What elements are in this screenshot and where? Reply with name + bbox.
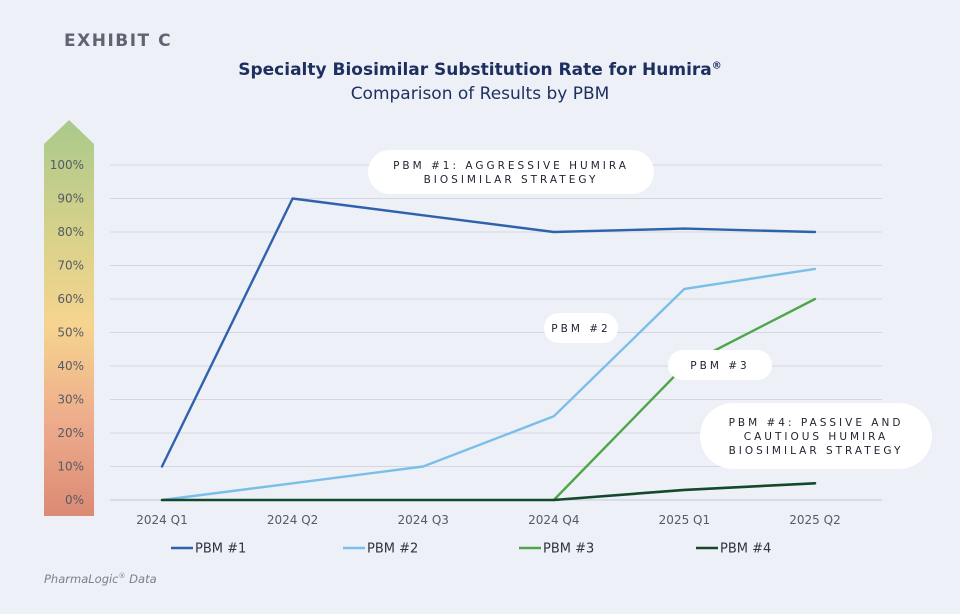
y-axis-ticks: 0% 10% 20% 30% 40% 50% 60% 70% 80% 90% 100% <box>50 158 84 507</box>
chart-title: Specialty Biosimilar Substitution Rate f… <box>238 60 722 80</box>
annotation-bubble <box>544 313 618 343</box>
legend-item-pbm-2: PBM #2 <box>343 542 418 557</box>
annotation-pbm-1: PBM #1: AGGRESSIVE HUMIRA BIOSIMILAR STRA… <box>368 150 654 194</box>
y-tick-label: 70% <box>57 259 84 273</box>
color-scale-arrow <box>44 120 94 516</box>
y-tick-label: 10% <box>57 460 84 474</box>
x-tick-label: 2025 Q2 <box>789 513 840 527</box>
series-line-pbm-2 <box>160 267 817 502</box>
annotation-bubble <box>700 403 932 469</box>
annotation-bubble <box>368 150 654 194</box>
series-line-pbm-1 <box>160 197 817 468</box>
legend-label: PBM #2 <box>367 542 418 557</box>
legend: PBM #1 PBM #2 PBM #3 PBM #4 <box>171 542 771 557</box>
annotation-text: CAUTIOUS HUMIRA <box>744 431 888 443</box>
y-tick-label: 60% <box>57 292 84 306</box>
x-tick-label: 2024 Q1 <box>136 513 187 527</box>
annotations: PBM #1: AGGRESSIVE HUMIRA BIOSIMILAR STRA… <box>368 150 932 469</box>
legend-label: PBM #1 <box>195 542 246 557</box>
annotation-text: PBM #2 <box>551 323 610 335</box>
x-tick-label: 2024 Q4 <box>528 513 579 527</box>
x-tick-label: 2024 Q2 <box>267 513 318 527</box>
y-tick-label: 90% <box>57 192 84 206</box>
annotation-text: PBM #1: AGGRESSIVE HUMIRA <box>393 160 629 172</box>
series-line-pbm-4 <box>160 481 817 502</box>
source-note: PharmaLogic® Data <box>44 572 157 586</box>
chart-subtitle: Comparison of Results by PBM <box>350 84 610 104</box>
annotation-pbm-4: PBM #4: PASSIVE AND CAUTIOUS HUMIRA BIOSIM… <box>700 403 932 469</box>
y-tick-label: 50% <box>57 326 84 340</box>
legend-label: PBM #3 <box>543 542 594 557</box>
x-tick-label: 2024 Q3 <box>397 513 448 527</box>
annotation-pbm-3: PBM #3 <box>668 350 772 380</box>
annotation-text: PBM #3 <box>690 360 749 372</box>
y-tick-label: 20% <box>57 426 84 440</box>
exhibit-label: EXHIBIT C <box>64 31 173 51</box>
x-tick-label: 2025 Q1 <box>659 513 710 527</box>
y-tick-label: 100% <box>50 158 84 172</box>
legend-label: PBM #4 <box>720 542 771 557</box>
annotation-pbm-2: PBM #2 <box>544 313 618 343</box>
annotation-text: BIOSIMILAR STRATEGY <box>424 174 599 186</box>
annotation-text: PBM #4: PASSIVE AND <box>729 417 904 429</box>
y-tick-label: 40% <box>57 359 84 373</box>
y-tick-label: 80% <box>57 225 84 239</box>
y-tick-label: 30% <box>57 393 84 407</box>
annotation-text: BIOSIMILAR STRATEGY <box>729 445 904 457</box>
annotation-bubble <box>668 350 772 380</box>
y-tick-label: 0% <box>65 493 84 507</box>
legend-item-pbm-4: PBM #4 <box>696 542 771 557</box>
legend-item-pbm-3: PBM #3 <box>519 542 594 557</box>
legend-item-pbm-1: PBM #1 <box>171 542 246 557</box>
scale-arrow-shape <box>44 120 94 516</box>
x-axis-ticks: 2024 Q1 2024 Q2 2024 Q3 2024 Q4 2025 Q1 2025 … <box>136 513 840 527</box>
